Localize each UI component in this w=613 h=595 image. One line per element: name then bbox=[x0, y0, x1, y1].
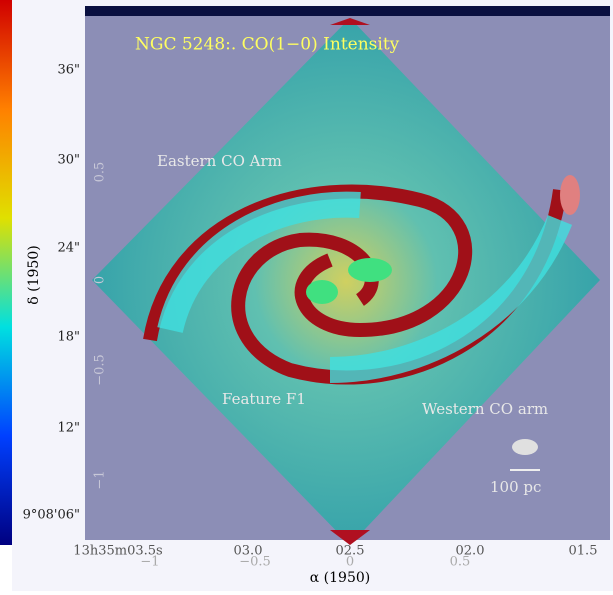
inner-x-tick: −1 bbox=[140, 555, 159, 570]
beam bbox=[512, 439, 538, 455]
colorbar bbox=[0, 0, 12, 545]
co-emission bbox=[157, 191, 361, 334]
co-emission bbox=[306, 280, 338, 304]
inner-x-tick: 0.5 bbox=[450, 555, 471, 570]
inner-y-tick: −0.5 bbox=[93, 354, 108, 386]
inner-x-tick: 0 bbox=[346, 555, 354, 570]
y-tick-label: 36" bbox=[57, 63, 80, 78]
inner-x-tick: −0.5 bbox=[239, 555, 271, 570]
model-diamond bbox=[92, 18, 600, 545]
inner-y-tick: 0.5 bbox=[93, 162, 108, 183]
x-tick-label: 02.5 bbox=[336, 544, 365, 559]
y-tick-label: 30" bbox=[57, 153, 80, 168]
title: NGC 5248:. CO(1−0) Intensity bbox=[135, 35, 400, 55]
co-emission bbox=[560, 175, 580, 215]
annotation: Eastern CO Arm bbox=[157, 152, 282, 170]
x-tick-label: 02.0 bbox=[456, 544, 485, 559]
co-emission bbox=[329, 215, 573, 383]
y-tick-label: 24" bbox=[57, 241, 80, 256]
x-tick-label: 13h35m03.5s bbox=[73, 544, 162, 559]
x-tick-label: 01.5 bbox=[569, 544, 598, 559]
y-tick-label: 12" bbox=[57, 421, 80, 436]
inner-y-tick: 0 bbox=[93, 276, 108, 284]
y-tick-label: 18" bbox=[57, 330, 80, 345]
co-emission bbox=[348, 258, 392, 282]
top-border bbox=[85, 6, 610, 16]
spiral-arm bbox=[143, 184, 473, 342]
inner-y-tick: −1 bbox=[93, 470, 108, 489]
annotation: Western CO arm bbox=[422, 400, 548, 418]
x-label: α (1950) bbox=[310, 570, 370, 586]
diamond-tip bbox=[330, 530, 370, 545]
x-tick-label: 03.0 bbox=[234, 544, 263, 559]
annotation: 100 pc bbox=[490, 478, 541, 496]
annotation: Feature F1 bbox=[222, 390, 306, 408]
diamond-tip bbox=[330, 18, 370, 25]
y-label: δ (1950) bbox=[26, 245, 42, 304]
y-tick-label: 9°08'06" bbox=[23, 508, 80, 523]
